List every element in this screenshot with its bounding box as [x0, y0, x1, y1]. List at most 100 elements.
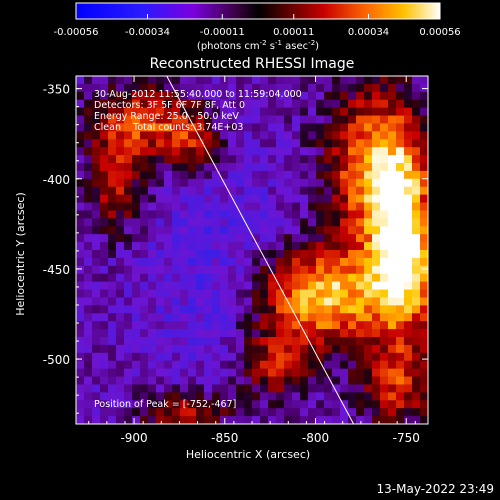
heatmap-cell: [84, 163, 93, 172]
heatmap-cell: [148, 416, 157, 424]
heatmap-cell: [212, 344, 221, 354]
heatmap-cell: [380, 400, 389, 409]
heatmap-cell: [388, 281, 397, 291]
heatmap-cell: [236, 115, 245, 125]
heatmap-cell: [220, 186, 229, 196]
heatmap-cell: [236, 344, 245, 354]
heatmap-cell: [164, 257, 173, 267]
heatmap-cell: [132, 186, 141, 196]
heatmap-cell: [228, 83, 237, 93]
heatmap-cell: [356, 178, 365, 188]
heatmap-cell: [412, 313, 421, 322]
heatmap-cell: [364, 147, 373, 156]
heatmap-cell: [372, 352, 381, 362]
heatmap-cell: [100, 123, 109, 132]
heatmap-cell: [212, 376, 221, 386]
heatmap-cell: [292, 115, 301, 125]
heatmap-cell: [228, 376, 237, 386]
heatmap-cell: [300, 83, 309, 93]
heatmap-cell: [340, 257, 349, 267]
heatmap-cell: [332, 400, 341, 409]
heatmap-cell: [260, 273, 269, 283]
heatmap-cell: [212, 313, 221, 322]
heatmap-cell: [108, 155, 117, 164]
heatmap-cell: [388, 416, 397, 424]
heatmap-cell: [204, 242, 213, 251]
heatmap-cell: [164, 376, 173, 386]
heatmap-cell: [252, 186, 261, 196]
heatmap-cell: [116, 170, 125, 180]
heatmap-cell: [396, 400, 405, 409]
heatmap-cell: [132, 163, 141, 172]
heatmap-cell: [84, 250, 93, 259]
heatmap-cell: [268, 360, 277, 370]
heatmap-cell: [420, 115, 428, 125]
heatmap-cell: [132, 131, 141, 140]
heatmap-cell: [412, 202, 421, 212]
heatmap-cell: [380, 250, 389, 259]
heatmap-cell: [308, 83, 317, 93]
heatmap-cell: [284, 400, 293, 409]
heatmap-cell: [172, 178, 181, 188]
heatmap-cell: [356, 384, 365, 393]
heatmap-cell: [420, 139, 428, 148]
heatmap-cell: [156, 226, 165, 235]
heatmap-cell: [228, 147, 237, 156]
heatmap-cell: [372, 147, 381, 156]
heatmap-cell: [412, 360, 421, 370]
heatmap-cell: [116, 265, 125, 275]
heatmap-cell: [108, 289, 117, 299]
heatmap-cell: [220, 329, 229, 338]
heatmap-cell: [324, 289, 333, 299]
heatmap-cell: [116, 91, 125, 101]
heatmap-cell: [348, 281, 357, 291]
heatmap-cell: [284, 408, 293, 417]
heatmap-cell: [108, 76, 117, 85]
heatmap-cell: [180, 76, 189, 85]
heatmap-cell: [196, 155, 205, 164]
heatmap-cell: [372, 155, 381, 164]
heatmap-cell: [300, 123, 309, 132]
heatmap-cell: [212, 210, 221, 219]
heatmap-cell: [76, 123, 85, 132]
heatmap-cell: [348, 337, 357, 346]
heatmap-cell: [156, 344, 165, 354]
heatmap-cell: [204, 83, 213, 93]
heatmap-cell: [316, 83, 325, 93]
heatmap-cell: [92, 408, 101, 417]
heatmap-cell: [364, 83, 373, 93]
heatmap-cell: [308, 313, 317, 322]
heatmap-cell: [324, 376, 333, 386]
heatmap-cell: [76, 344, 85, 354]
heatmap-cell: [324, 313, 333, 322]
heatmap-cell: [100, 273, 109, 283]
heatmap-cell: [164, 344, 173, 354]
heatmap-cell: [228, 297, 237, 306]
heatmap-cell: [100, 408, 109, 417]
heatmap-cell: [308, 131, 317, 140]
heatmap-cell: [388, 344, 397, 354]
heatmap-cell: [276, 257, 285, 267]
heatmap-cell: [340, 250, 349, 259]
heatmap-cell: [204, 273, 213, 283]
heatmap-cell: [84, 416, 93, 424]
heatmap-cell: [92, 313, 101, 322]
heatmap-cell: [324, 107, 333, 117]
heatmap-cell: [76, 273, 85, 283]
heatmap-cell: [396, 226, 405, 235]
heatmap-cell: [404, 210, 413, 219]
heatmap-cell: [252, 384, 261, 393]
heatmap-cell: [284, 384, 293, 393]
heatmap-cell: [148, 226, 157, 235]
heatmap-cell: [396, 83, 405, 93]
heatmap-cell: [244, 139, 253, 148]
heatmap-cell: [148, 392, 157, 401]
heatmap-cell: [356, 99, 365, 109]
heatmap-cell: [116, 337, 125, 346]
heatmap-cell: [84, 344, 93, 354]
heatmap-cell: [324, 202, 333, 212]
heatmap-cell: [356, 337, 365, 346]
heatmap-cell: [100, 139, 109, 148]
heatmap-cell: [180, 178, 189, 188]
heatmap-cell: [228, 139, 237, 148]
